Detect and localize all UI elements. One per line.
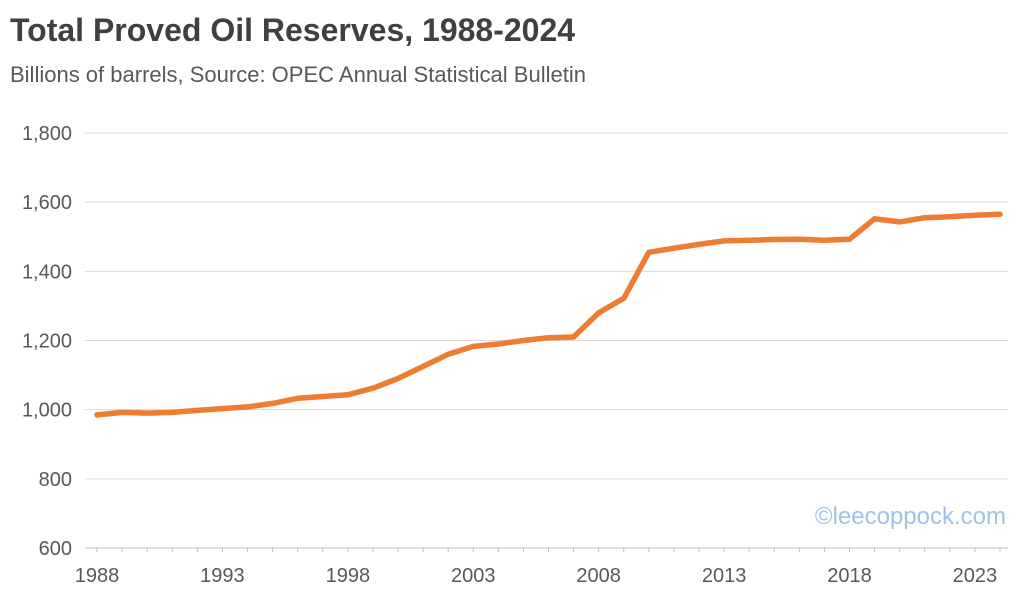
chart-title: Total Proved Oil Reserves, 1988-2024 [10, 12, 576, 48]
x-axis-tick-label: 2003 [451, 565, 496, 587]
y-axis-tick-label: 1,800 [22, 123, 72, 145]
y-axis-tick-label: 1,400 [22, 261, 72, 283]
x-axis-tick-label: 1998 [326, 565, 371, 587]
x-axis-tick-label: 2013 [702, 565, 747, 587]
chart-subtitle: Billions of barrels, Source: OPEC Annual… [10, 62, 586, 87]
x-axis-tick-label: 1993 [200, 565, 245, 587]
x-axis-tick-label: 1988 [75, 565, 120, 587]
data-line-oil-reserves [94, 211, 1003, 418]
x-axis-tick-label: 2008 [576, 565, 621, 587]
x-axis-tick-label: 2018 [827, 565, 872, 587]
y-axis-tick-label: 600 [39, 538, 72, 560]
y-axis-tick-label: 1,200 [22, 331, 72, 353]
y-axis-tick-label: 1,600 [22, 192, 72, 214]
watermark-text: ©leecoppock.com [814, 503, 1006, 530]
x-axis-tick-label: 2023 [953, 565, 998, 587]
y-axis-tick-label: 800 [39, 469, 72, 491]
y-axis-tick-label: 1,000 [22, 400, 72, 422]
